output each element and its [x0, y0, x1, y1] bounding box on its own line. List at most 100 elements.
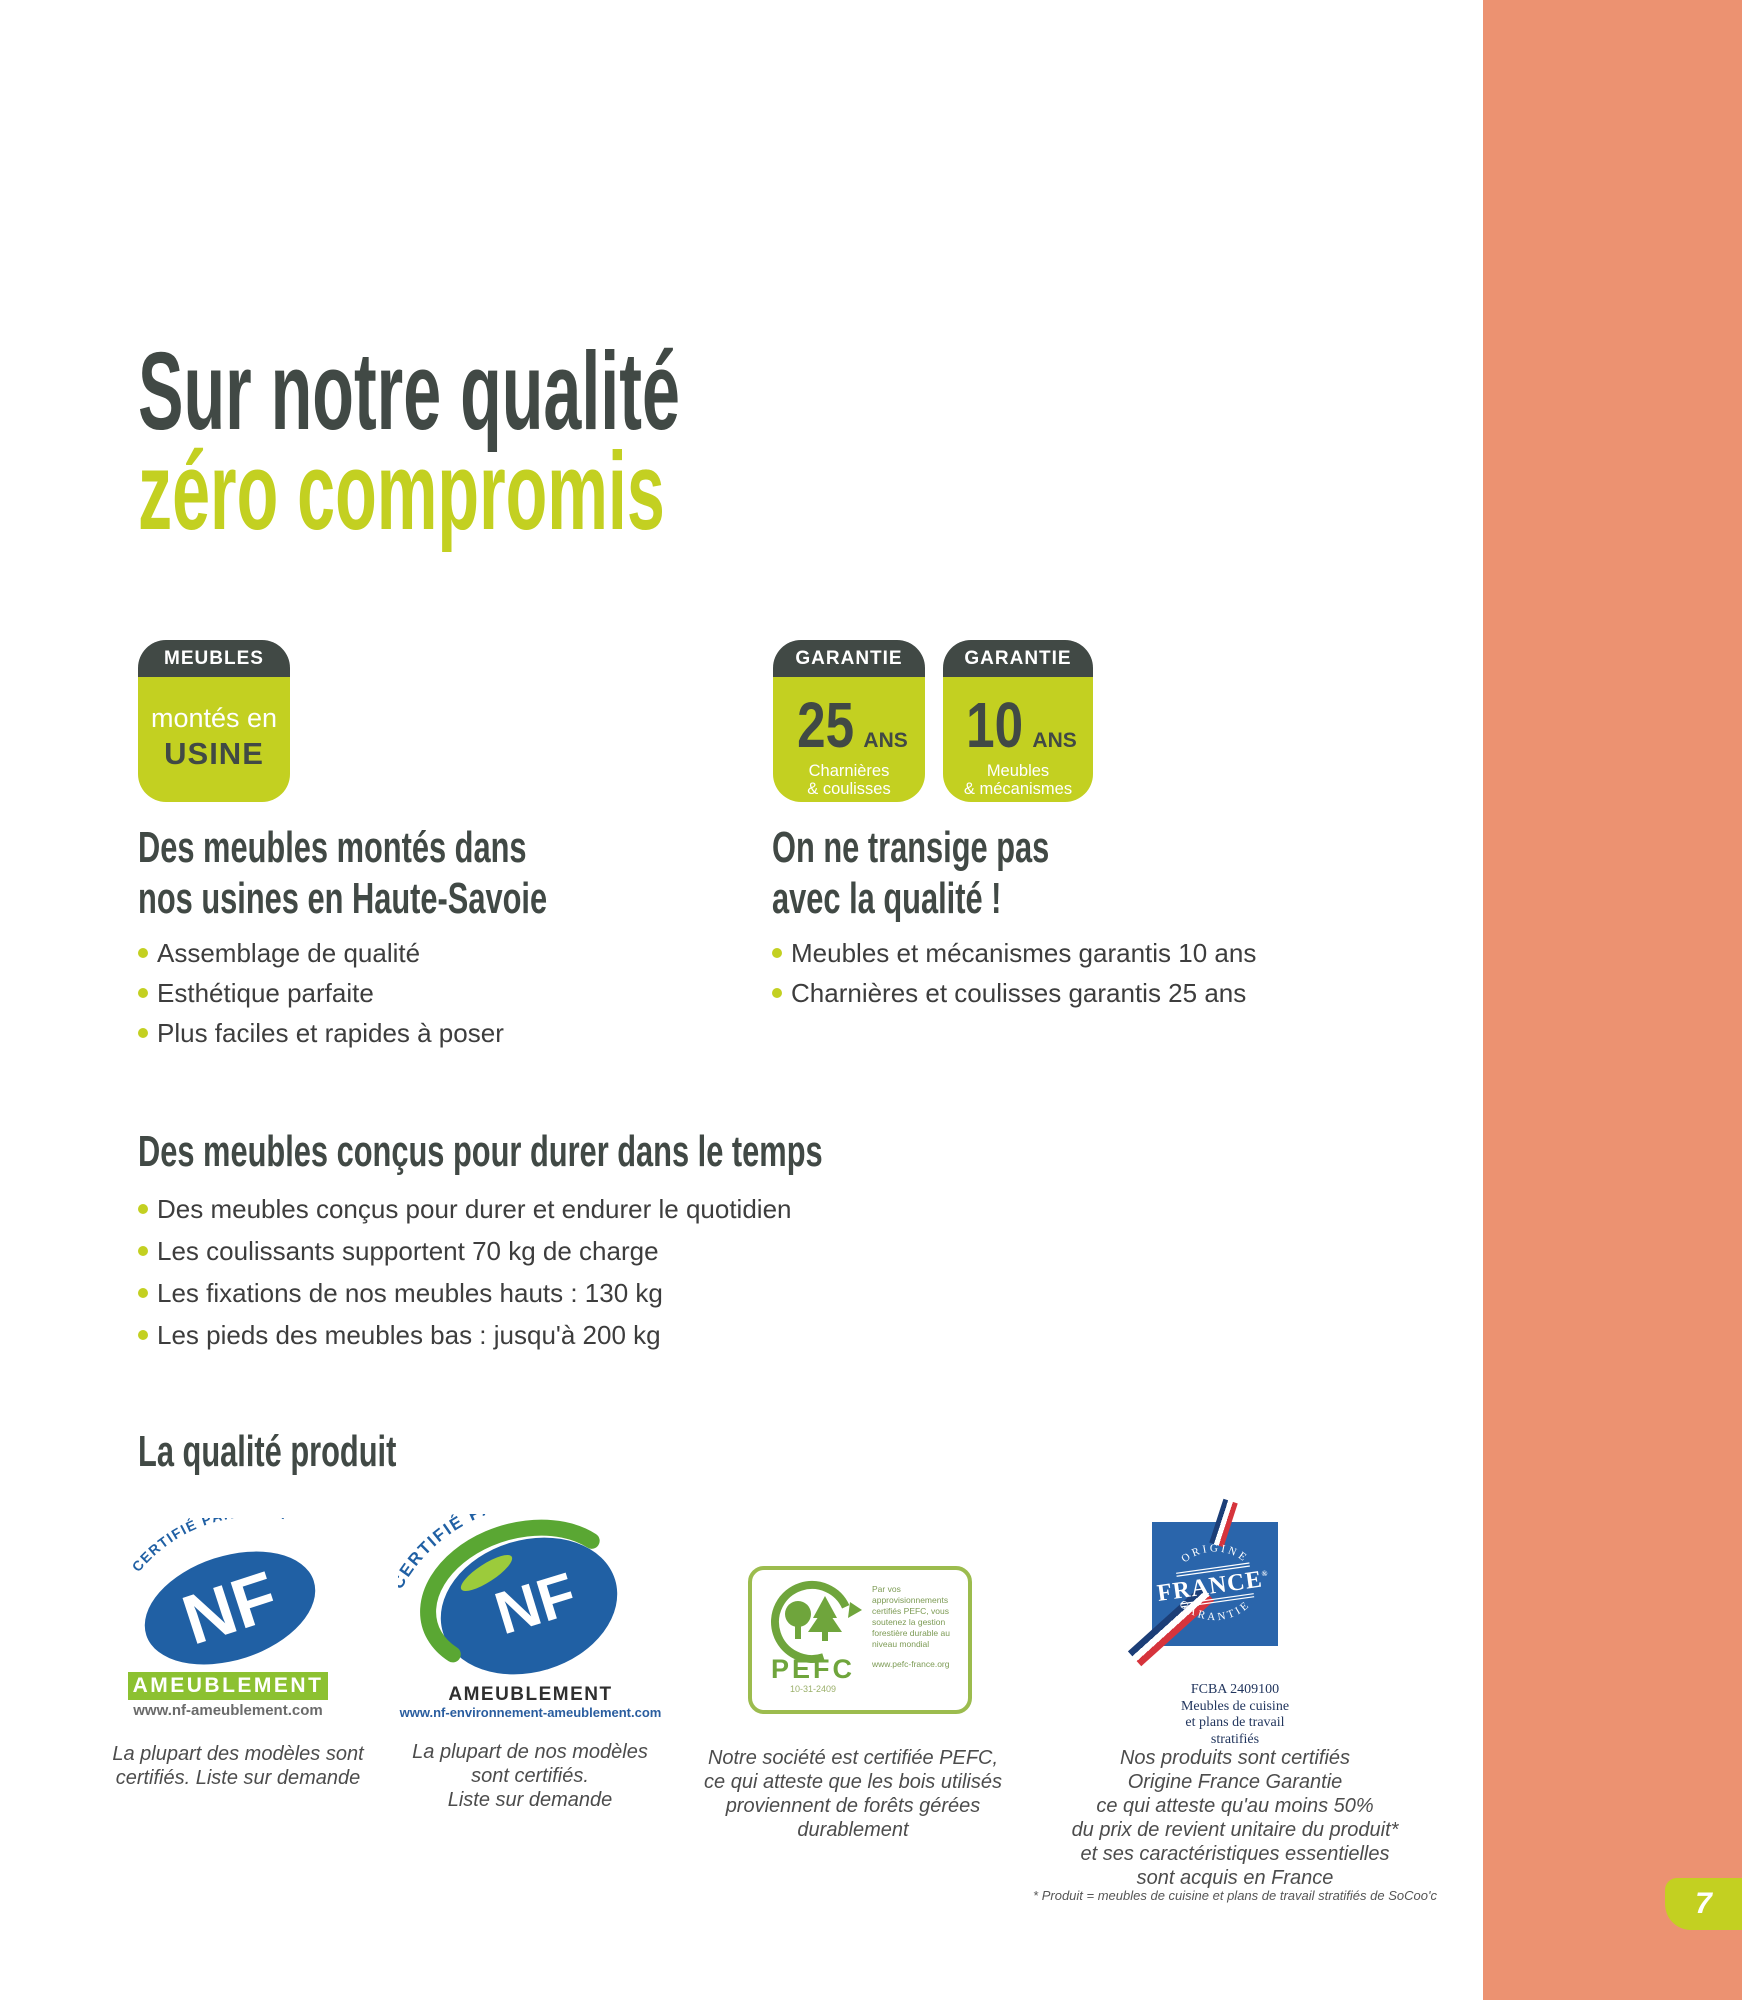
caption-line: proviennent de forêts gérées: [725, 1795, 981, 1817]
list-item: Les fixations de nos meubles hauts : 130…: [138, 1280, 792, 1307]
bullet-text: Les coulissants supportent 70 kg de char…: [157, 1236, 659, 1266]
bullet-list-right: Meubles et mécanismes garantis 10 ans Ch…: [772, 940, 1256, 1020]
heading-qualite-line2-text: avec la qualité !: [772, 874, 1002, 923]
heading-meubles-usines-line1: Des meubles montés dans: [138, 826, 693, 870]
pefc-side-line: approvisionnements: [872, 1595, 949, 1605]
heading-meubles-usines-line1-text: Des meubles montés dans: [138, 823, 527, 872]
pefc-side-text: Par vos approvisionnements certifiés PEF…: [870, 1570, 968, 1670]
ofg-registered-mark: ®: [1261, 1568, 1269, 1578]
cert-line: FCBA 2409100: [1190, 1682, 1280, 1697]
badge-meubles-usine: MEUBLES montés en USINE: [138, 640, 290, 802]
badge-garantie-25-caption1: Charnières: [808, 762, 890, 780]
heading-qualite-line1-text: On ne transige pas: [772, 823, 1050, 872]
heading-durabilite-text: Des meubles conçus pour durer dans le te…: [138, 1127, 823, 1176]
bullet-dot-icon: [138, 948, 148, 958]
badge-garantie-10-caption1: Meubles: [986, 762, 1050, 780]
nf-ameublement-bar: AMEUBLEMENT: [128, 1672, 328, 1700]
page-number-badge: 7: [1665, 1878, 1742, 1930]
svg-text:FRANCE®: FRANCE®: [1156, 1566, 1272, 1607]
caption-line: ce qui atteste que les bois utilisés: [704, 1771, 1002, 1793]
bullet-dot-icon: [138, 988, 148, 998]
ofg-caption: Nos produits sont certifiés Origine Fran…: [1035, 1746, 1435, 1890]
badge-meubles-line2: USINE: [164, 736, 264, 771]
caption-line: et ses caractéristiques essentielles: [1080, 1843, 1390, 1865]
caption-line: sont certifiés.: [471, 1765, 589, 1787]
nf-ameublement-logo-icon: CERTIFIÉ PAR FCBA NF: [129, 1518, 316, 1665]
list-item: Esthétique parfaite: [138, 980, 504, 1007]
bullet-text: Esthétique parfaite: [157, 978, 374, 1008]
ofg-arc-top-text: ORIGINE: [1179, 1543, 1247, 1566]
bullet-text: Meubles et mécanismes garantis 10 ans: [791, 938, 1257, 968]
bullet-dot-icon: [138, 1288, 148, 1298]
bullet-list-durability: Des meubles conçus pour durer et endurer…: [138, 1196, 792, 1364]
badge-garantie-25-caption2: & coulisses: [807, 780, 891, 798]
badge-garantie-10-value: 10: [966, 689, 1024, 761]
badge-garantie-25-value: 25: [797, 689, 855, 761]
heading-meubles-usines-line2-text: nos usines en Haute-Savoie: [138, 874, 548, 923]
nf-ameublement-caption: La plupart des modèles sont certifiés. L…: [88, 1742, 388, 1790]
bullet-dot-icon: [772, 948, 782, 958]
pefc-side-line: Par vos: [872, 1584, 901, 1594]
nf-environnement-url: www.nf-environnement-ameublement.com: [399, 1705, 662, 1720]
caption-line: La plupart de nos modèles: [412, 1741, 648, 1763]
badge-garantie-25: GARANTIE 25 ANS Charnières & coulisses: [773, 640, 925, 802]
pefc-caption: Notre société est certifiée PEFC, ce qui…: [683, 1746, 1023, 1842]
page-title-line1-text: Sur notre qualité: [138, 330, 680, 453]
nf-environnement-logo-icon: CERTIFIÉ PAR FCBA NF ENVIRONNEMENT: [398, 1514, 618, 1680]
bullet-text: Plus faciles et rapides à poser: [157, 1018, 504, 1048]
pefc-side-line: certifiés PEFC, vous: [872, 1606, 949, 1616]
badge-garantie-25-unit: ANS: [863, 729, 908, 752]
caption-line: Nos produits sont certifiés: [1119, 1747, 1351, 1769]
list-item: Les coulissants supportent 70 kg de char…: [138, 1238, 792, 1265]
caption-line: ce qui atteste qu'au moins 50%: [1096, 1795, 1374, 1817]
bullet-dot-icon: [138, 1246, 148, 1256]
heading-qualite-produit: La qualité produit: [138, 1430, 507, 1474]
badge-garantie-10-header: GARANTIE: [943, 640, 1093, 677]
bullet-text: Charnières et coulisses garantis 25 ans: [791, 978, 1247, 1008]
nf-environnement-caption: La plupart de nos modèles sont certifiés…: [385, 1740, 675, 1812]
caption-line: Notre société est certifiée PEFC,: [707, 1747, 999, 1769]
heading-meubles-usines-line2: nos usines en Haute-Savoie: [138, 877, 722, 921]
ofg-footnote: * Produit = meubles de cuisine et plans …: [1033, 1888, 1437, 1903]
caption-line: Liste sur demande: [447, 1789, 613, 1811]
caption-line: Origine France Garantie: [1127, 1771, 1343, 1793]
pefc-logo-icon: PEFC 10-31-2409: [771, 1581, 862, 1694]
bullet-dot-icon: [772, 988, 782, 998]
bullet-text: Des meubles conçus pour durer et endurer…: [157, 1194, 792, 1224]
badge-garantie-10-caption2: & mécanismes: [963, 780, 1073, 798]
caption-line: La plupart des modèles sont: [112, 1743, 364, 1765]
page-edge-band: [1483, 0, 1742, 2000]
pefc-cert-number: 10-31-2409: [790, 1684, 836, 1694]
bullet-dot-icon: [138, 1028, 148, 1038]
badge-meubles-body: montés en USINE: [138, 677, 290, 802]
page-title-line2: zéro compromis: [138, 437, 988, 547]
pefc-logo: PEFC 10-31-2409 Par vos approvisionnemen…: [748, 1566, 972, 1714]
pefc-side-url: www.pefc-france.org: [872, 1659, 950, 1669]
caption-line: durablement: [797, 1819, 909, 1841]
origine-france-garantie-logo: ORIGINE GARANTIE FRANCE®: [1127, 1498, 1278, 1667]
pefc-side-line: forestière durable au: [872, 1628, 950, 1638]
pefc-side-line: niveau mondial: [872, 1639, 930, 1649]
pefc-side-line: soutenez la gestion: [872, 1617, 946, 1627]
heading-qualite-line2: avec la qualité !: [772, 877, 1100, 921]
nf-environnement-label: AMEUBLEMENT: [448, 1684, 613, 1705]
svg-text:ORIGINE: ORIGINE: [1179, 1543, 1250, 1566]
page-number: 7: [1695, 1887, 1712, 1920]
bullet-text: Les fixations de nos meubles hauts : 130…: [157, 1278, 663, 1308]
ofg-mark-text: FRANCE: [1156, 1566, 1265, 1606]
heading-qualite-produit-text: La qualité produit: [138, 1427, 397, 1476]
cert-line: et plans de travail: [1185, 1715, 1285, 1730]
badge-meubles-header: MEUBLES: [138, 640, 290, 677]
heading-durabilite: Des meubles conçus pour durer dans le te…: [138, 1130, 1116, 1174]
badge-garantie-10: GARANTIE 10 ANS Meubles & mécanismes: [943, 640, 1093, 802]
list-item: Charnières et coulisses garantis 25 ans: [772, 980, 1256, 1007]
caption-line: du prix de revient unitaire du produit*: [1071, 1819, 1399, 1841]
badge-garantie-10-body: 10 ANS Meubles & mécanismes: [943, 677, 1093, 802]
pefc-mark-text: PEFC: [771, 1654, 855, 1684]
bullet-dot-icon: [138, 1330, 148, 1340]
page-title-line1: Sur notre qualité: [138, 337, 1012, 447]
ofg-certificate-text: FCBA 2409100 Meubles de cuisine et plans…: [1110, 1682, 1360, 1748]
bullet-text: Les pieds des meubles bas : jusqu'à 200 …: [157, 1320, 661, 1350]
list-item: Des meubles conçus pour durer et endurer…: [138, 1196, 792, 1223]
